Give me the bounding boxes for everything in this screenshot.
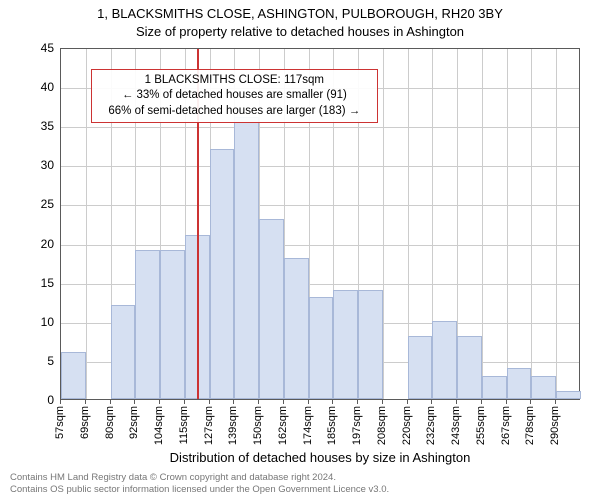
x-tick-label: 150sqm xyxy=(252,406,264,445)
y-tick-label: 25 xyxy=(4,197,54,211)
histogram-bar xyxy=(111,305,136,399)
x-tick-label: 197sqm xyxy=(351,406,363,445)
x-tick-mark xyxy=(209,400,210,404)
annotation-line: ← 33% of detached houses are smaller (91… xyxy=(98,88,371,104)
annotation-line: 66% of semi-detached houses are larger (… xyxy=(98,104,371,120)
y-tick-label: 5 xyxy=(4,354,54,368)
y-tick-label: 40 xyxy=(4,80,54,94)
attribution-footer: Contains HM Land Registry data © Crown c… xyxy=(10,472,590,496)
x-tick-mark xyxy=(85,400,86,404)
histogram-bar xyxy=(210,149,235,399)
histogram-bar xyxy=(482,376,507,399)
footer-line2: Contains OS public sector information li… xyxy=(10,484,590,496)
chart-title-line1: 1, BLACKSMITHS CLOSE, ASHINGTON, PULBORO… xyxy=(0,6,600,21)
x-tick-mark xyxy=(184,400,185,404)
histogram-bar xyxy=(408,336,433,399)
x-tick-label: 139sqm xyxy=(227,406,239,445)
x-tick-label: 69sqm xyxy=(79,406,91,439)
chart-container: 1, BLACKSMITHS CLOSE, ASHINGTON, PULBORO… xyxy=(0,0,600,500)
x-tick-mark xyxy=(134,400,135,404)
y-tick-label: 10 xyxy=(4,315,54,329)
x-tick-mark xyxy=(407,400,408,404)
y-tick-label: 35 xyxy=(4,119,54,133)
histogram-bar xyxy=(358,290,383,400)
x-tick-label: 255sqm xyxy=(475,406,487,445)
histogram-bar xyxy=(432,321,457,399)
histogram-bar xyxy=(234,117,259,399)
y-tick-label: 0 xyxy=(4,393,54,407)
x-tick-label: 57sqm xyxy=(54,406,66,439)
x-tick-mark xyxy=(382,400,383,404)
chart-title-line2: Size of property relative to detached ho… xyxy=(0,24,600,39)
x-tick-mark xyxy=(506,400,507,404)
x-tick-mark xyxy=(530,400,531,404)
x-tick-label: 243sqm xyxy=(450,406,462,445)
x-tick-mark xyxy=(431,400,432,404)
y-tick-label: 30 xyxy=(4,158,54,172)
x-tick-label: 92sqm xyxy=(128,406,140,439)
x-tick-label: 232sqm xyxy=(425,406,437,445)
histogram-bar xyxy=(135,250,160,399)
x-tick-mark xyxy=(555,400,556,404)
x-tick-label: 174sqm xyxy=(302,406,314,445)
histogram-bar xyxy=(333,290,358,400)
x-tick-label: 185sqm xyxy=(326,406,338,445)
histogram-bar xyxy=(61,352,86,399)
x-tick-mark xyxy=(110,400,111,404)
histogram-bar xyxy=(507,368,532,399)
x-tick-mark xyxy=(233,400,234,404)
x-tick-label: 115sqm xyxy=(178,406,190,444)
x-tick-mark xyxy=(456,400,457,404)
y-tick-label: 45 xyxy=(4,41,54,55)
x-tick-mark xyxy=(60,400,61,404)
histogram-bar xyxy=(531,376,556,399)
y-tick-label: 20 xyxy=(4,237,54,251)
x-tick-mark xyxy=(481,400,482,404)
histogram-bar xyxy=(160,250,185,399)
y-tick-label: 15 xyxy=(4,276,54,290)
x-tick-label: 80sqm xyxy=(104,406,116,439)
plot-area: 1 BLACKSMITHS CLOSE: 117sqm← 33% of deta… xyxy=(60,48,580,400)
histogram-bar xyxy=(457,336,482,399)
histogram-bar xyxy=(259,219,284,399)
annotation-line: 1 BLACKSMITHS CLOSE: 117sqm xyxy=(98,73,371,89)
x-tick-mark xyxy=(332,400,333,404)
histogram-bar xyxy=(284,258,309,399)
x-tick-label: 290sqm xyxy=(549,406,561,445)
x-tick-mark xyxy=(308,400,309,404)
x-tick-mark xyxy=(357,400,358,404)
x-tick-label: 278sqm xyxy=(524,406,536,445)
x-tick-mark xyxy=(159,400,160,404)
histogram-bar xyxy=(309,297,334,399)
x-tick-label: 162sqm xyxy=(277,406,289,445)
x-tick-label: 127sqm xyxy=(203,406,215,445)
x-tick-label: 208sqm xyxy=(376,406,388,445)
x-tick-mark xyxy=(258,400,259,404)
histogram-bar xyxy=(556,391,581,399)
x-tick-label: 267sqm xyxy=(500,406,512,445)
y-axis-ticks: 051015202530354045 xyxy=(0,48,60,400)
x-tick-label: 220sqm xyxy=(401,406,413,445)
x-axis-label: Distribution of detached houses by size … xyxy=(60,450,580,465)
x-tick-label: 104sqm xyxy=(153,406,165,445)
footer-line1: Contains HM Land Registry data © Crown c… xyxy=(10,472,590,484)
annotation-box: 1 BLACKSMITHS CLOSE: 117sqm← 33% of deta… xyxy=(91,69,378,124)
x-tick-mark xyxy=(283,400,284,404)
